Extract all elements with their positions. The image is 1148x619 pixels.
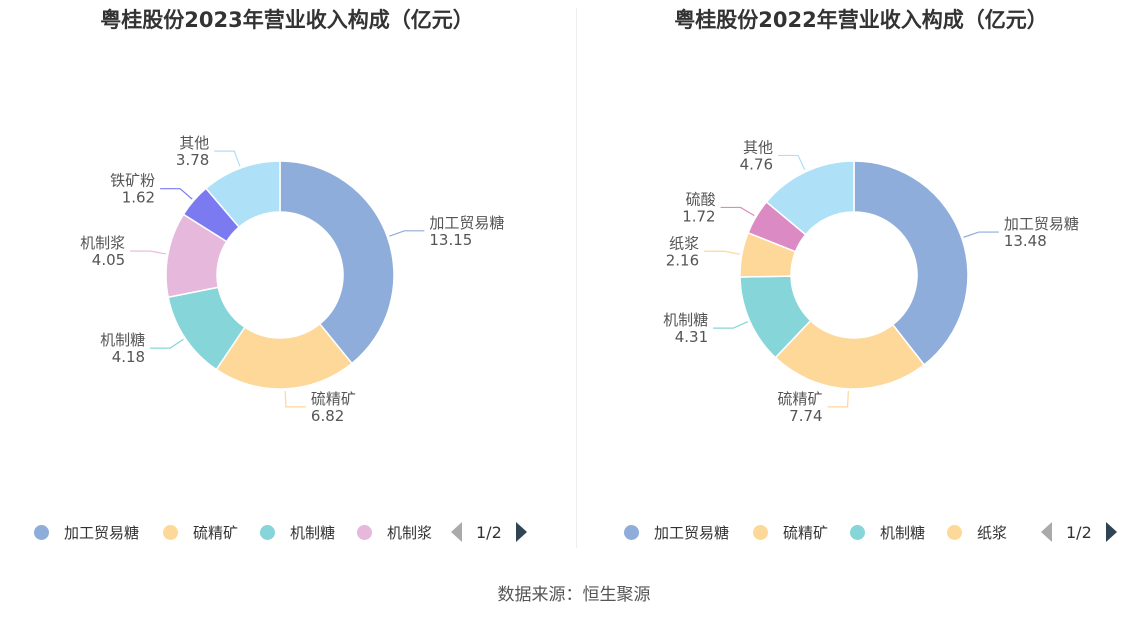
legend-label: 机制糖 (290, 523, 336, 542)
slice-value-label: 1.62 (122, 189, 155, 207)
slice-category-label: 加工贸易糖 (1004, 215, 1079, 233)
slice-value-label: 4.18 (112, 348, 145, 366)
legend-item[interactable]: 硫精矿 (753, 517, 828, 547)
pager-prev-icon[interactable] (1041, 522, 1052, 542)
data-source: 数据来源：恒生聚源 (497, 585, 651, 605)
leader-line (704, 250, 740, 255)
legend-label: 硫精矿 (783, 523, 829, 542)
leader-line (720, 206, 755, 217)
slice-category-label: 硫精矿 (311, 390, 356, 408)
slice-value-label: 1.72 (682, 207, 715, 225)
leader-line (827, 390, 849, 408)
leader-line (284, 390, 306, 408)
legend-dot (260, 524, 275, 540)
pie-slice[interactable] (853, 160, 969, 366)
leader-line (963, 231, 999, 238)
leader-line (160, 188, 193, 200)
legend-dot (947, 524, 962, 540)
legend-item[interactable]: 机制浆 (357, 517, 432, 547)
chart-title: 粤桂股份2022年营业收入构成（亿元） (674, 8, 1048, 32)
slice-value-label: 4.31 (675, 328, 708, 346)
chart-panel-2023: 粤桂股份2023年营业收入构成（亿元） 加工贸易糖 13.15 硫精矿 6.82 机制糖… (0, 0, 574, 560)
legend-item[interactable]: 加工贸易糖 (624, 517, 729, 547)
slice-value-label: 4.76 (740, 155, 773, 173)
legend-label: 纸浆 (977, 523, 1008, 542)
pager-text: 1/2 (1066, 522, 1092, 542)
slice-category-label: 硫酸 (686, 190, 716, 208)
slice-category-label: 加工贸易糖 (429, 214, 504, 232)
pager-next-icon[interactable] (515, 522, 527, 542)
pager-next-icon[interactable] (1105, 522, 1117, 542)
slice-value-label: 4.05 (92, 251, 125, 269)
chart-title: 粤桂股份2023年营业收入构成（亿元） (100, 8, 474, 32)
pie-slice[interactable] (765, 160, 855, 236)
legend-dot (34, 524, 49, 540)
legend-label: 加工贸易糖 (654, 523, 730, 542)
legend-item[interactable]: 机制糖 (850, 517, 925, 547)
legend: 加工贸易糖 硫精矿 机制糖 纸浆 1/2 (574, 517, 1148, 547)
slice-value-label: 13.15 (429, 231, 472, 249)
leader-line (130, 250, 167, 255)
legend-label: 机制浆 (387, 523, 433, 542)
legend-item[interactable]: 加工贸易糖 (34, 517, 139, 547)
legend-item[interactable]: 纸浆 (947, 517, 1007, 547)
slice-value-label: 3.78 (176, 151, 209, 169)
pager-prev-icon[interactable] (451, 522, 462, 542)
legend-item[interactable]: 硫精矿 (163, 517, 238, 547)
legend-dot (850, 524, 865, 540)
divider (576, 8, 577, 548)
pie-slice[interactable] (204, 160, 281, 229)
slice-category-label: 机制浆 (80, 234, 125, 252)
legend-dot (163, 524, 178, 540)
leader-line (150, 338, 184, 349)
slice-category-label: 机制糖 (663, 311, 708, 329)
legend-item[interactable]: 机制糖 (260, 517, 335, 547)
leader-line (778, 154, 806, 171)
slice-value-label: 2.16 (666, 251, 699, 269)
legend-dot (357, 524, 372, 540)
legend: 加工贸易糖 硫精矿 机制糖 机制浆 1/2 (0, 517, 574, 547)
legend-pager: 1/2 (451, 517, 527, 547)
slice-value-label: 6.82 (311, 407, 344, 425)
leader-line (389, 230, 425, 237)
slice-category-label: 纸浆 (669, 234, 699, 252)
slice-category-label: 其他 (743, 138, 773, 156)
legend-dot (624, 524, 639, 540)
pager-text: 1/2 (476, 522, 502, 542)
slice-category-label: 其他 (179, 134, 209, 152)
legend-label: 机制糖 (880, 523, 926, 542)
slice-value-label: 7.74 (789, 407, 822, 425)
legend-pager: 1/2 (1041, 517, 1117, 547)
leader-line (713, 321, 749, 329)
slice-value-label: 13.48 (1004, 232, 1047, 250)
legend-label: 硫精矿 (193, 523, 239, 542)
legend-label: 加工贸易糖 (64, 523, 140, 542)
legend-dot (753, 524, 768, 540)
leader-line (214, 150, 241, 167)
pie-slice[interactable] (279, 160, 395, 365)
slice-category-label: 机制糖 (100, 331, 145, 349)
chart-panel-2022: 粤桂股份2022年营业收入构成（亿元） 加工贸易糖 13.48 硫精矿 7.74 机制糖… (574, 0, 1148, 560)
slice-category-label: 硫精矿 (778, 390, 823, 408)
pie-slice[interactable] (774, 319, 926, 390)
slice-category-label: 铁矿粉 (110, 172, 155, 190)
